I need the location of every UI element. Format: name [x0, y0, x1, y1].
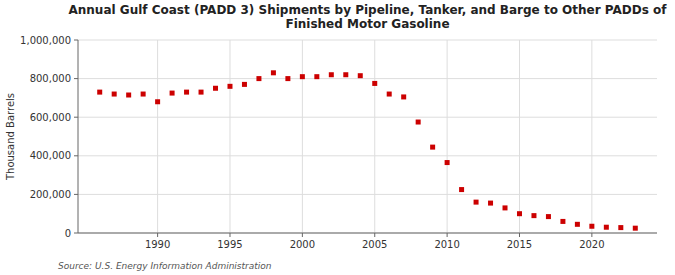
point — [633, 226, 638, 231]
point — [503, 205, 508, 210]
point — [445, 160, 450, 165]
point — [575, 222, 580, 227]
point — [604, 225, 609, 230]
point — [141, 92, 146, 97]
x-tick — [229, 233, 230, 237]
x-grid-line — [591, 40, 592, 233]
point — [271, 70, 276, 75]
x-tick — [157, 233, 158, 237]
axes: 0 200,000 400,000 600,000 800,000 1,000,000 19… — [20, 35, 657, 251]
point — [560, 219, 565, 224]
grid — [78, 40, 657, 233]
y-tick — [74, 155, 78, 156]
point — [213, 86, 218, 91]
point — [256, 76, 261, 81]
point — [459, 187, 464, 192]
x-tick-label: 2010 — [434, 239, 459, 250]
x-grid-line — [157, 40, 158, 233]
point — [401, 94, 406, 99]
y-grid-line — [78, 155, 657, 156]
x-tick-label: 2005 — [362, 239, 387, 250]
y-tick-label: 0 — [65, 228, 71, 239]
x-tick — [591, 233, 592, 237]
source-note: Source: U.S. Energy Information Administ… — [58, 261, 272, 271]
x-grid-line — [229, 40, 230, 233]
title: Annual Gulf Coast (PADD 3) Shipments by … — [69, 3, 668, 31]
point — [517, 211, 522, 216]
y-tick — [74, 233, 78, 234]
x-tick — [519, 233, 520, 237]
point — [199, 90, 204, 95]
point — [97, 90, 102, 95]
x-tick-label: 1990 — [145, 239, 170, 250]
y-grid-line — [78, 233, 657, 234]
point — [474, 200, 479, 205]
x-tick-label: 2020 — [579, 239, 604, 250]
y-tick-label: 1,000,000 — [20, 35, 71, 46]
y-tick — [74, 117, 78, 118]
point — [300, 74, 305, 79]
point — [126, 93, 131, 98]
point — [285, 76, 290, 81]
point — [184, 90, 189, 95]
point — [387, 92, 392, 97]
title-line: Finished Motor Gasoline — [285, 17, 449, 31]
x-tick — [302, 233, 303, 237]
point — [546, 214, 551, 219]
points — [97, 70, 638, 230]
x-tick — [447, 233, 448, 237]
point — [170, 91, 175, 96]
point — [531, 213, 536, 218]
y-grid-line — [78, 78, 657, 79]
point — [314, 74, 319, 79]
y-tick — [74, 40, 78, 41]
point — [242, 82, 247, 87]
point — [416, 120, 421, 125]
y-tick-label: 800,000 — [30, 73, 71, 84]
y-grid-line — [78, 117, 657, 118]
x-axis-line — [78, 233, 657, 234]
point — [589, 224, 594, 229]
y-axis-line — [78, 40, 79, 233]
title-line: Annual Gulf Coast (PADD 3) Shipments by … — [69, 3, 668, 17]
point — [372, 81, 377, 86]
point — [155, 99, 160, 104]
y-tick — [74, 78, 78, 79]
x-tick-label: 2015 — [507, 239, 532, 250]
x-tick — [374, 233, 375, 237]
chart: Annual Gulf Coast (PADD 3) Shipments by … — [0, 0, 675, 275]
y-tick-label: 600,000 — [30, 112, 71, 123]
x-grid-line — [374, 40, 375, 233]
point — [329, 72, 334, 77]
x-tick-label: 1995 — [217, 239, 242, 250]
point — [112, 92, 117, 97]
x-grid-line — [519, 40, 520, 233]
y-grid-line — [78, 40, 657, 41]
y-tick-label: 400,000 — [30, 150, 71, 161]
point — [343, 72, 348, 77]
y-grid-line — [78, 194, 657, 195]
point — [358, 73, 363, 78]
point — [430, 145, 435, 150]
y-tick-label: 200,000 — [30, 189, 71, 200]
x-grid-line — [302, 40, 303, 233]
y-axis-label: Thousand Barrels — [5, 93, 16, 181]
y-tick — [74, 194, 78, 195]
point — [618, 225, 623, 230]
point — [227, 84, 232, 89]
point — [488, 201, 493, 206]
x-grid-line — [447, 40, 448, 233]
x-tick-label: 2000 — [290, 239, 315, 250]
